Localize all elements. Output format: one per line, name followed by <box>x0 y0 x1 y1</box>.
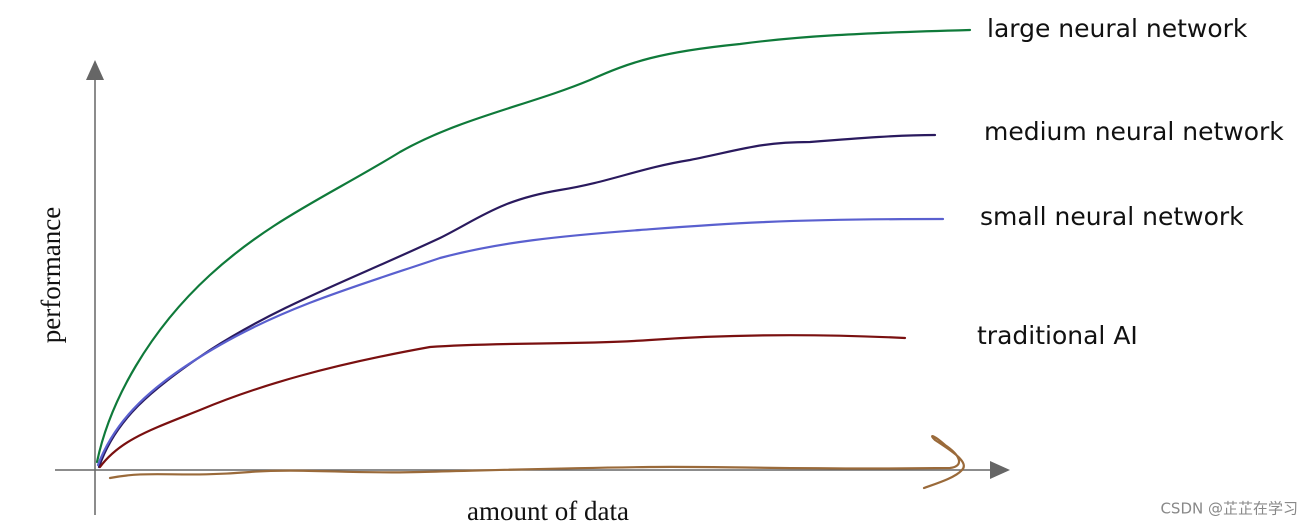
small-label: small neural network <box>980 202 1244 231</box>
large-curve <box>95 28 972 464</box>
x-axis-label: amount of data <box>467 496 629 526</box>
watermark: CSDN @芷芷在学习 <box>1160 500 1298 518</box>
large-label: large neural network <box>987 14 1248 43</box>
data-squiggle <box>108 435 965 490</box>
x-arrow <box>990 461 1010 479</box>
y-axis-label: performance <box>36 207 66 343</box>
medium-curve <box>97 133 937 469</box>
medium-label: medium neural network <box>984 117 1284 146</box>
small-curve <box>96 217 945 467</box>
traditional-curve <box>98 334 907 469</box>
traditional-label: traditional AI <box>977 321 1138 350</box>
y-arrow <box>86 60 104 80</box>
